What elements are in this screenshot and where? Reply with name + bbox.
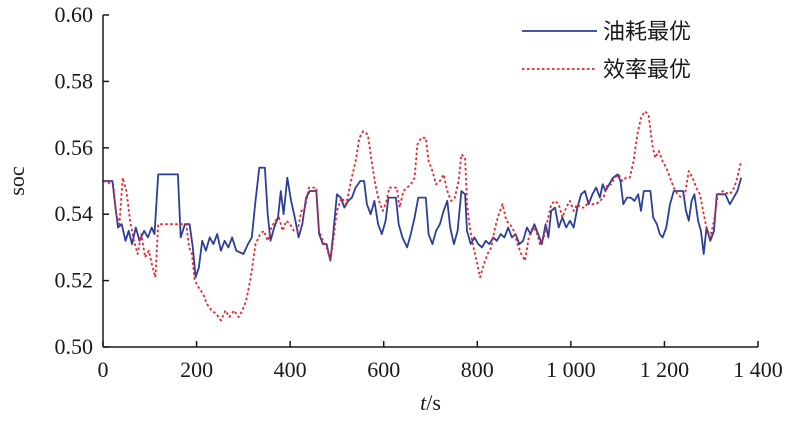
x-tick-label: 800	[461, 357, 494, 382]
series-line-2	[102, 110, 743, 322]
y-ticks: 0.50 0.52 0.54 0.56 0.58 0.60	[55, 2, 109, 359]
y-tick-label: 0.58	[55, 68, 94, 93]
x-axis-title-unit: /s	[426, 390, 441, 415]
series-line-1	[103, 166, 743, 279]
axes	[102, 15, 758, 348]
y-axis-title: soc	[4, 166, 29, 196]
legend-label-1: 油耗最优	[603, 20, 691, 45]
y-tick-label: 0.50	[55, 334, 94, 359]
legend-label-2: 效率最优	[603, 58, 691, 83]
y-tick-label: 0.56	[55, 135, 94, 160]
y-tick-label: 0.52	[55, 268, 94, 293]
x-tick-label: 600	[367, 357, 400, 382]
x-ticks: 0 200 400 600 800 1 000 1 200 1 400	[98, 341, 783, 382]
x-tick-label: 200	[180, 357, 213, 382]
x-tick-label: 1 200	[640, 357, 690, 382]
x-tick-label: 1 400	[733, 357, 783, 382]
plot-lines	[102, 110, 743, 322]
y-tick-label: 0.54	[55, 201, 94, 226]
x-axis-title-variable: t	[420, 390, 427, 415]
y-tick-label: 0.60	[55, 2, 94, 27]
x-axis-title: t/s	[420, 390, 441, 415]
x-tick-label: 400	[274, 357, 307, 382]
x-tick-label: 1 000	[546, 357, 596, 382]
x-tick-label: 0	[98, 357, 109, 382]
